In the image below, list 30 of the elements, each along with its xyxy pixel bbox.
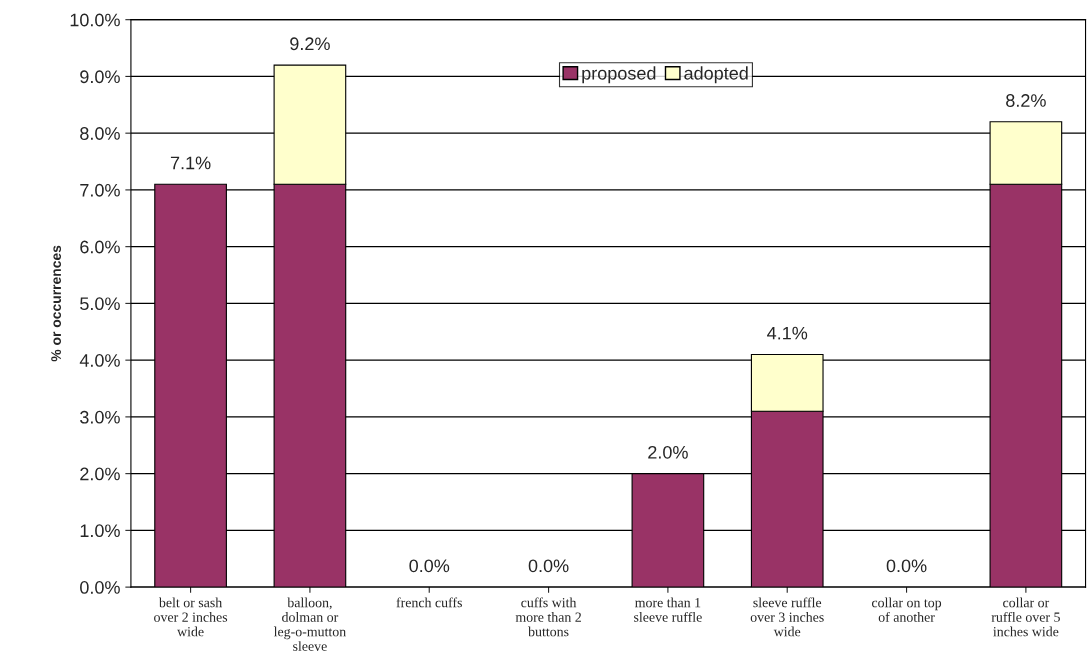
total-label: 0.0% xyxy=(886,559,927,573)
x-tick-label: cuffs with more than 2 buttons xyxy=(515,597,581,637)
total-label: 0.0% xyxy=(409,559,450,573)
x-tick-label: belt or sash over 2 inches wide xyxy=(154,597,228,637)
x-tick-label: balloon, dolman or leg-o-mutton sleeve xyxy=(273,597,346,651)
x-tick-label: collar on top of another xyxy=(871,597,942,622)
y-tick-label: 10.0% xyxy=(70,13,120,27)
y-tick-label: 0.0% xyxy=(80,581,120,594)
y-tick-label: 6.0% xyxy=(80,240,120,254)
total-label: 2.0% xyxy=(648,445,688,459)
y-axis-title: % or occurrences xyxy=(51,245,62,362)
total-label: 0.0% xyxy=(528,559,569,573)
x-tick-label: french cuffs xyxy=(396,597,462,608)
y-tick-label: 1.0% xyxy=(80,524,120,538)
legend-label: proposed xyxy=(582,66,656,84)
x-tick-label: sleeve ruffle over 3 inches wide xyxy=(750,597,824,637)
y-tick-label: 7.0% xyxy=(80,183,120,197)
total-label: 8.2% xyxy=(1006,94,1046,107)
y-tick-label: 4.0% xyxy=(79,354,120,367)
y-tick-label: 3.0% xyxy=(80,410,120,424)
total-label: 4.1% xyxy=(767,326,808,340)
total-label: 9.2% xyxy=(290,37,330,51)
x-tick-label: collar or ruffle over 5 inches wide xyxy=(991,597,1060,637)
y-tick-label: 2.0% xyxy=(80,467,120,481)
legend-label: adopted xyxy=(684,66,748,84)
y-tick-label: 8.0% xyxy=(80,127,120,140)
y-tick-label: 9.0% xyxy=(80,70,120,84)
x-tick-label: more than 1 sleeve ruffle xyxy=(634,597,702,622)
y-tick-label: 5.0% xyxy=(80,297,120,311)
total-label: 7.1% xyxy=(170,156,211,170)
